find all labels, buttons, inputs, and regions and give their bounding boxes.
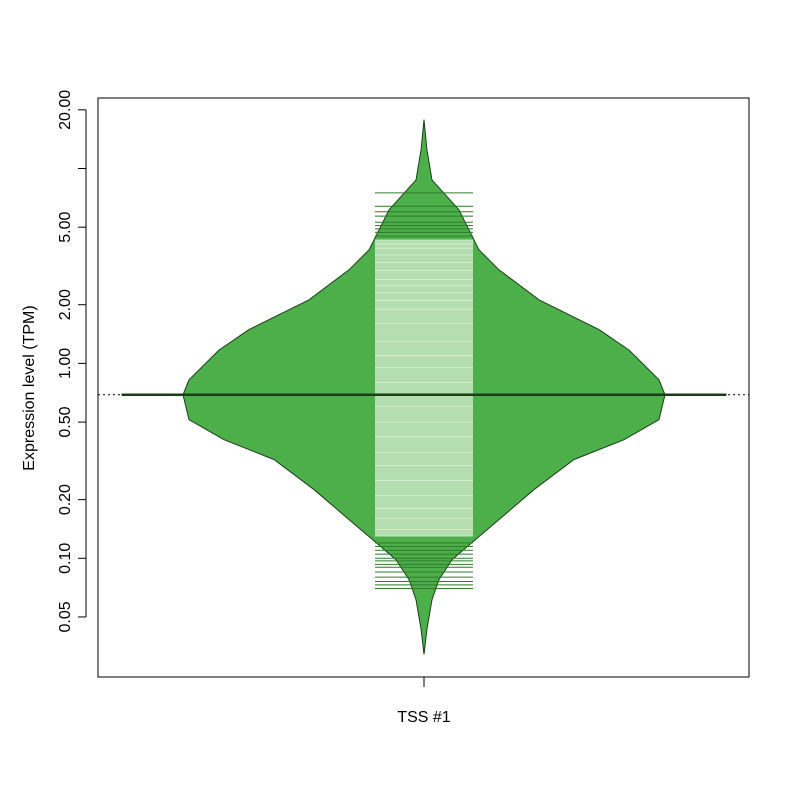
- y-tick-label: 20.00: [57, 90, 74, 130]
- y-tick-label: 0.10: [57, 543, 74, 574]
- bean-band: [375, 239, 473, 537]
- y-tick-label: 2.00: [57, 289, 74, 320]
- x-tick-label: TSS #1: [397, 709, 450, 726]
- y-tick-label: 0.50: [57, 406, 74, 437]
- y-axis-label: Expression level (TPM): [21, 305, 38, 470]
- y-tick-label: 0.20: [57, 484, 74, 515]
- y-tick-label: 5.00: [57, 211, 74, 242]
- y-tick-label: 1.00: [57, 348, 74, 379]
- y-tick-label: 0.05: [57, 601, 74, 632]
